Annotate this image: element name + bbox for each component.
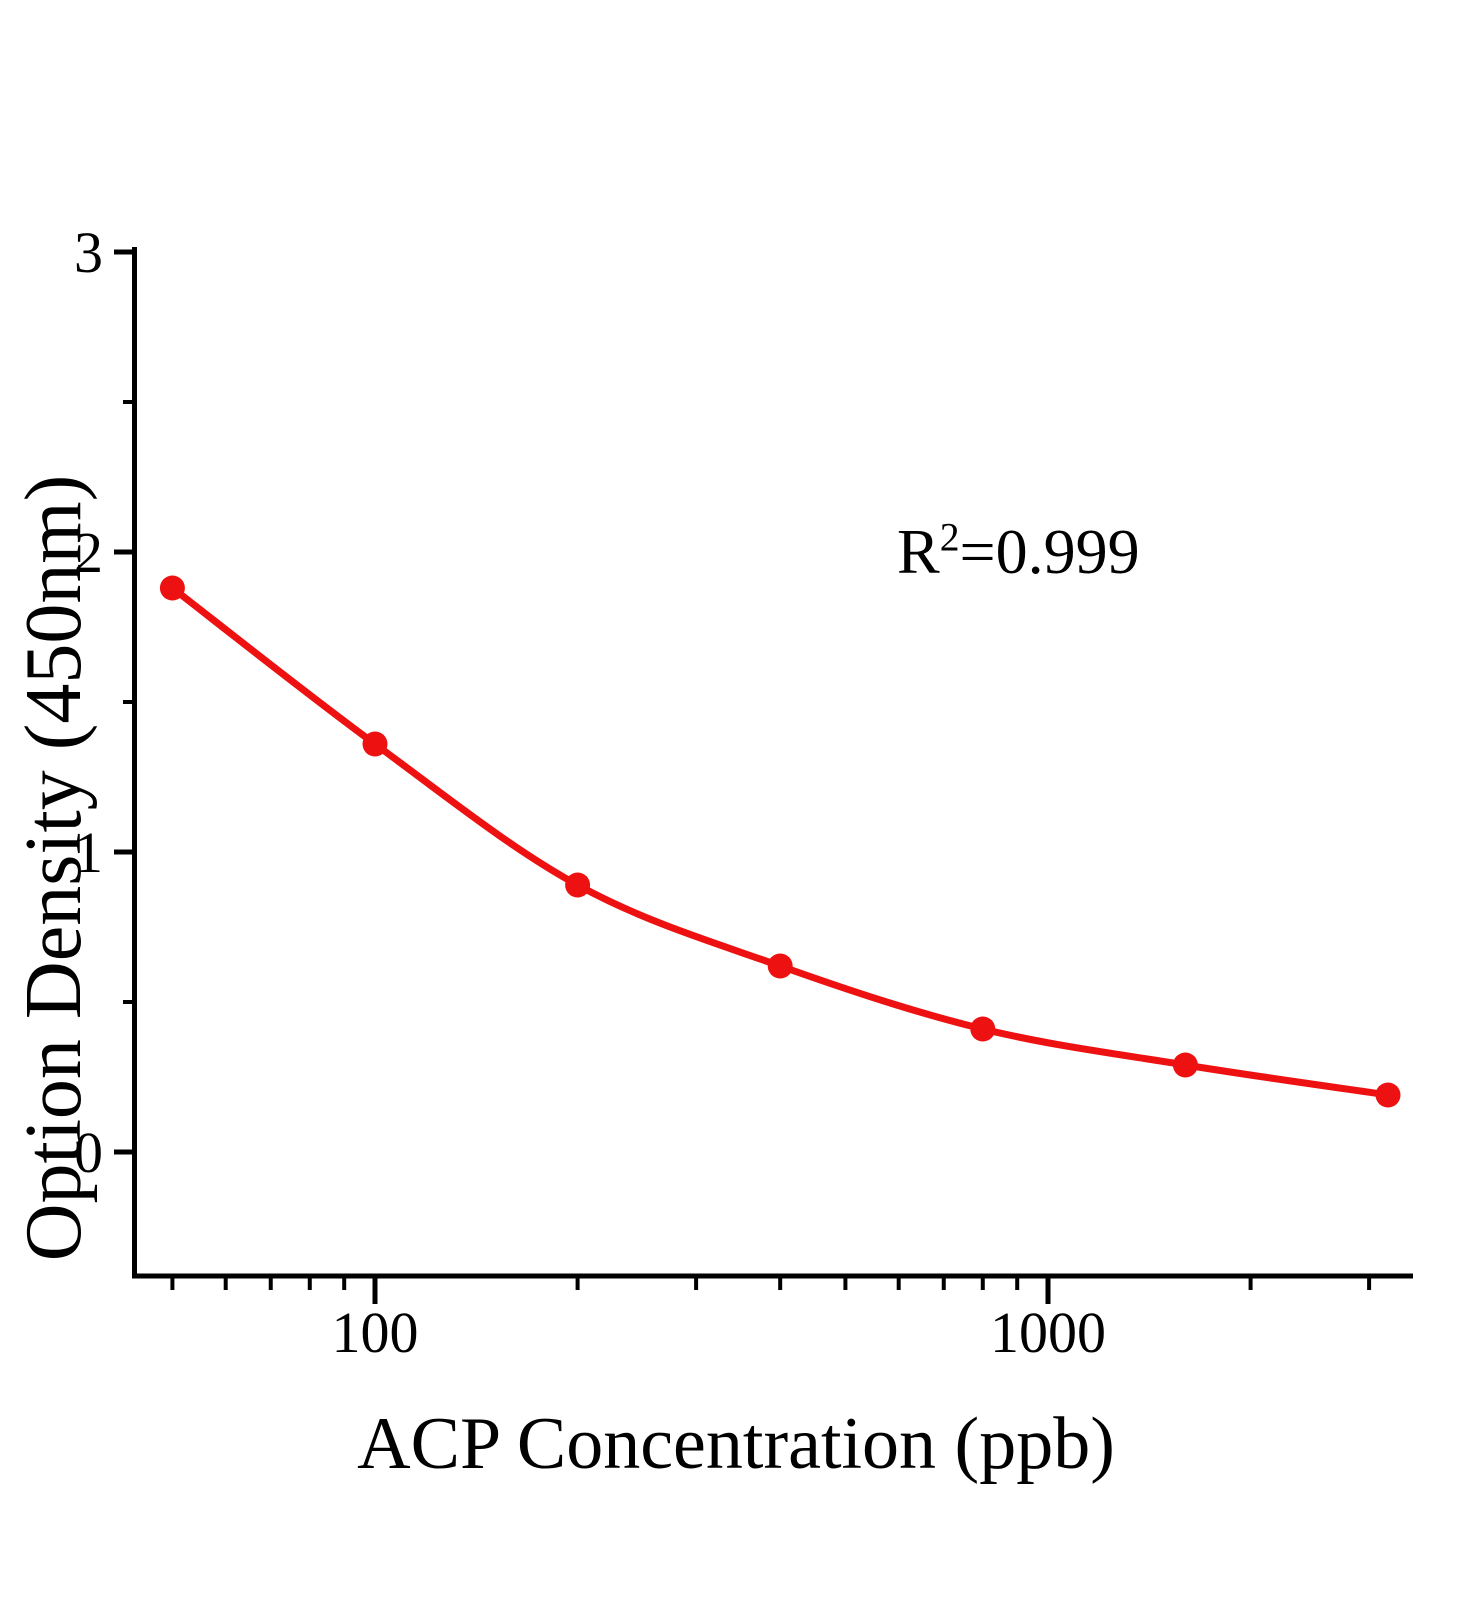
annotation-superscript: 2 bbox=[939, 515, 960, 560]
y-axis-title: Option Density (450nm) bbox=[10, 474, 98, 1262]
data-point-marker bbox=[1375, 1082, 1401, 1108]
y-tick-label: 1 bbox=[74, 820, 103, 885]
x-tick-label: 1000 bbox=[990, 1300, 1106, 1365]
standard-curve-line bbox=[168, 584, 1392, 1099]
x-tick-label: 100 bbox=[332, 1300, 419, 1365]
y-tick-label: 3 bbox=[74, 220, 103, 285]
y-tick-label: 2 bbox=[74, 520, 103, 585]
data-point-marker bbox=[362, 731, 388, 757]
data-point-marker bbox=[159, 575, 185, 601]
annotation-rest: =0.999 bbox=[959, 516, 1140, 587]
annotation-base: R bbox=[897, 516, 940, 587]
r-squared-annotation: R2=0.999 bbox=[897, 514, 1140, 591]
data-point-marker bbox=[970, 1016, 996, 1042]
y-tick-label: 0 bbox=[74, 1120, 103, 1185]
data-point-marker bbox=[565, 872, 591, 898]
data-point-marker bbox=[767, 953, 793, 979]
x-axis-title: ACP Concentration (ppb) bbox=[357, 1403, 1115, 1485]
axis-lines bbox=[132, 247, 1413, 1279]
data-point-marker bbox=[1172, 1052, 1198, 1078]
